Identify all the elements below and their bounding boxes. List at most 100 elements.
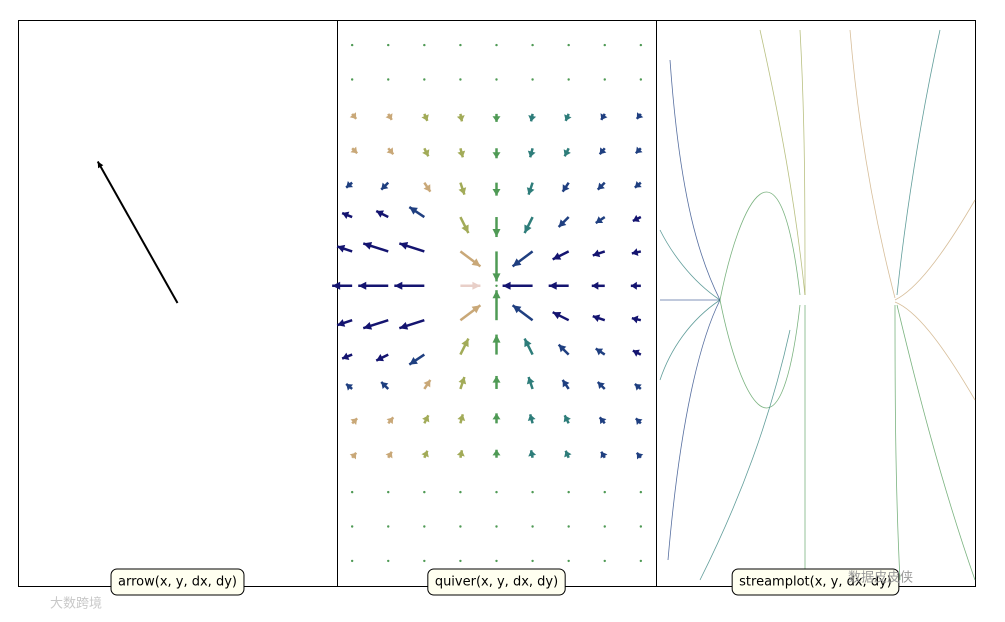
quiver-dot xyxy=(423,525,426,528)
quiver-head xyxy=(631,315,639,324)
quiver-arrow xyxy=(557,216,570,228)
streamline xyxy=(799,29,806,296)
quiver-dot xyxy=(459,559,462,563)
quiver-head xyxy=(350,418,358,426)
quiver-head xyxy=(458,376,467,385)
quiver-dot xyxy=(639,559,643,563)
quiver-arrow xyxy=(345,181,353,189)
quiver-arrow xyxy=(350,146,359,155)
quiver-dot xyxy=(531,490,534,494)
quiver-dot xyxy=(495,43,498,47)
quiver-head xyxy=(409,207,418,215)
quiver-head xyxy=(634,181,642,188)
quiver-arrow xyxy=(385,113,393,121)
quiver-arrow xyxy=(423,181,432,193)
quiver-head xyxy=(636,112,644,119)
quiver-arrow xyxy=(635,451,644,460)
quiver-arrow xyxy=(375,209,389,219)
streamline xyxy=(699,329,791,581)
quiver-head xyxy=(563,149,571,157)
quiver-head xyxy=(456,450,465,457)
quiver-head xyxy=(592,249,601,258)
quiver-arrow xyxy=(600,113,608,121)
quiver-head xyxy=(600,113,608,120)
watermark: 大数跨境 xyxy=(50,597,102,612)
quiver-head xyxy=(564,114,572,121)
quiver-arrow xyxy=(341,352,353,361)
quiver-dot xyxy=(603,78,606,81)
quiver-head xyxy=(471,258,481,267)
quiver-head xyxy=(363,242,373,250)
quiver-dot xyxy=(603,559,606,563)
streamline xyxy=(667,299,721,561)
quiver-head xyxy=(376,354,385,362)
quiver-dot xyxy=(567,490,570,494)
quiver-arrow xyxy=(598,147,607,156)
quiver-arrow xyxy=(561,379,570,390)
quiver-arrow xyxy=(380,181,390,191)
quiver-arrow xyxy=(458,376,467,390)
quiver-arrow xyxy=(492,413,501,424)
quiver-arrow xyxy=(592,314,606,323)
quiver-dot xyxy=(387,43,390,47)
quiver-head xyxy=(492,116,501,122)
quiver-arrow xyxy=(564,450,572,459)
quiver-arrow xyxy=(592,249,606,258)
quiver-head xyxy=(337,244,346,253)
quiver-dot xyxy=(495,525,498,528)
quiver-arrow xyxy=(632,349,642,357)
quiver-arrow xyxy=(492,375,501,389)
quiver-head xyxy=(461,224,469,234)
quiver-head xyxy=(386,147,394,155)
quiver-arrow xyxy=(398,319,425,330)
quiver-arrow xyxy=(492,148,501,159)
streamline xyxy=(849,29,896,299)
quiver-head xyxy=(600,451,608,459)
quiver-dot xyxy=(459,525,462,528)
quiver-head xyxy=(599,147,607,155)
quiver-dot xyxy=(495,78,498,81)
quiver-arrow xyxy=(528,449,537,458)
quiver-head xyxy=(492,413,501,420)
quiver-head xyxy=(548,281,557,290)
quiver-head xyxy=(349,112,357,119)
quiver-arrow xyxy=(336,244,353,253)
quiver-arrow xyxy=(600,451,608,459)
streamline xyxy=(759,29,806,296)
quiver-dot xyxy=(387,490,390,494)
quiver-head xyxy=(337,319,346,327)
quiver-head xyxy=(358,281,367,290)
quiver-arrow xyxy=(523,338,534,356)
quiver-head xyxy=(524,338,532,348)
quiver-head xyxy=(630,281,637,290)
quiver-arrow xyxy=(634,181,642,189)
quiver-dot xyxy=(531,43,534,47)
quiver-head xyxy=(632,349,640,357)
quiver-arrow xyxy=(511,304,534,322)
quiver-arrow xyxy=(332,281,353,290)
quiver-arrow xyxy=(634,383,642,391)
quiver-arrow xyxy=(527,414,536,424)
quiver-dot xyxy=(459,43,462,47)
quiver-arrow xyxy=(596,381,606,390)
label-box xyxy=(427,568,566,596)
quiver-arrow xyxy=(358,281,389,290)
quiver-arrow xyxy=(385,451,393,459)
quiver-dot xyxy=(495,559,498,563)
quiver-arrow xyxy=(552,311,570,322)
quiver-arrow xyxy=(635,112,644,120)
quiver-dot xyxy=(350,490,354,494)
quiver-arrow xyxy=(527,147,536,158)
quiver-dot xyxy=(531,559,534,563)
quiver-dot xyxy=(567,525,570,528)
panel-label: arrow(x, y, dx, dy) xyxy=(118,575,237,590)
quiver-head xyxy=(492,229,501,238)
quiver-head xyxy=(528,115,537,122)
label-box xyxy=(110,568,245,596)
quiver-head xyxy=(349,452,357,460)
quiver-head xyxy=(592,314,601,323)
quiver-head xyxy=(636,452,644,460)
quiver-arrow xyxy=(422,147,430,157)
quiver-arrow xyxy=(345,383,353,391)
quiver-arrow xyxy=(557,343,570,356)
